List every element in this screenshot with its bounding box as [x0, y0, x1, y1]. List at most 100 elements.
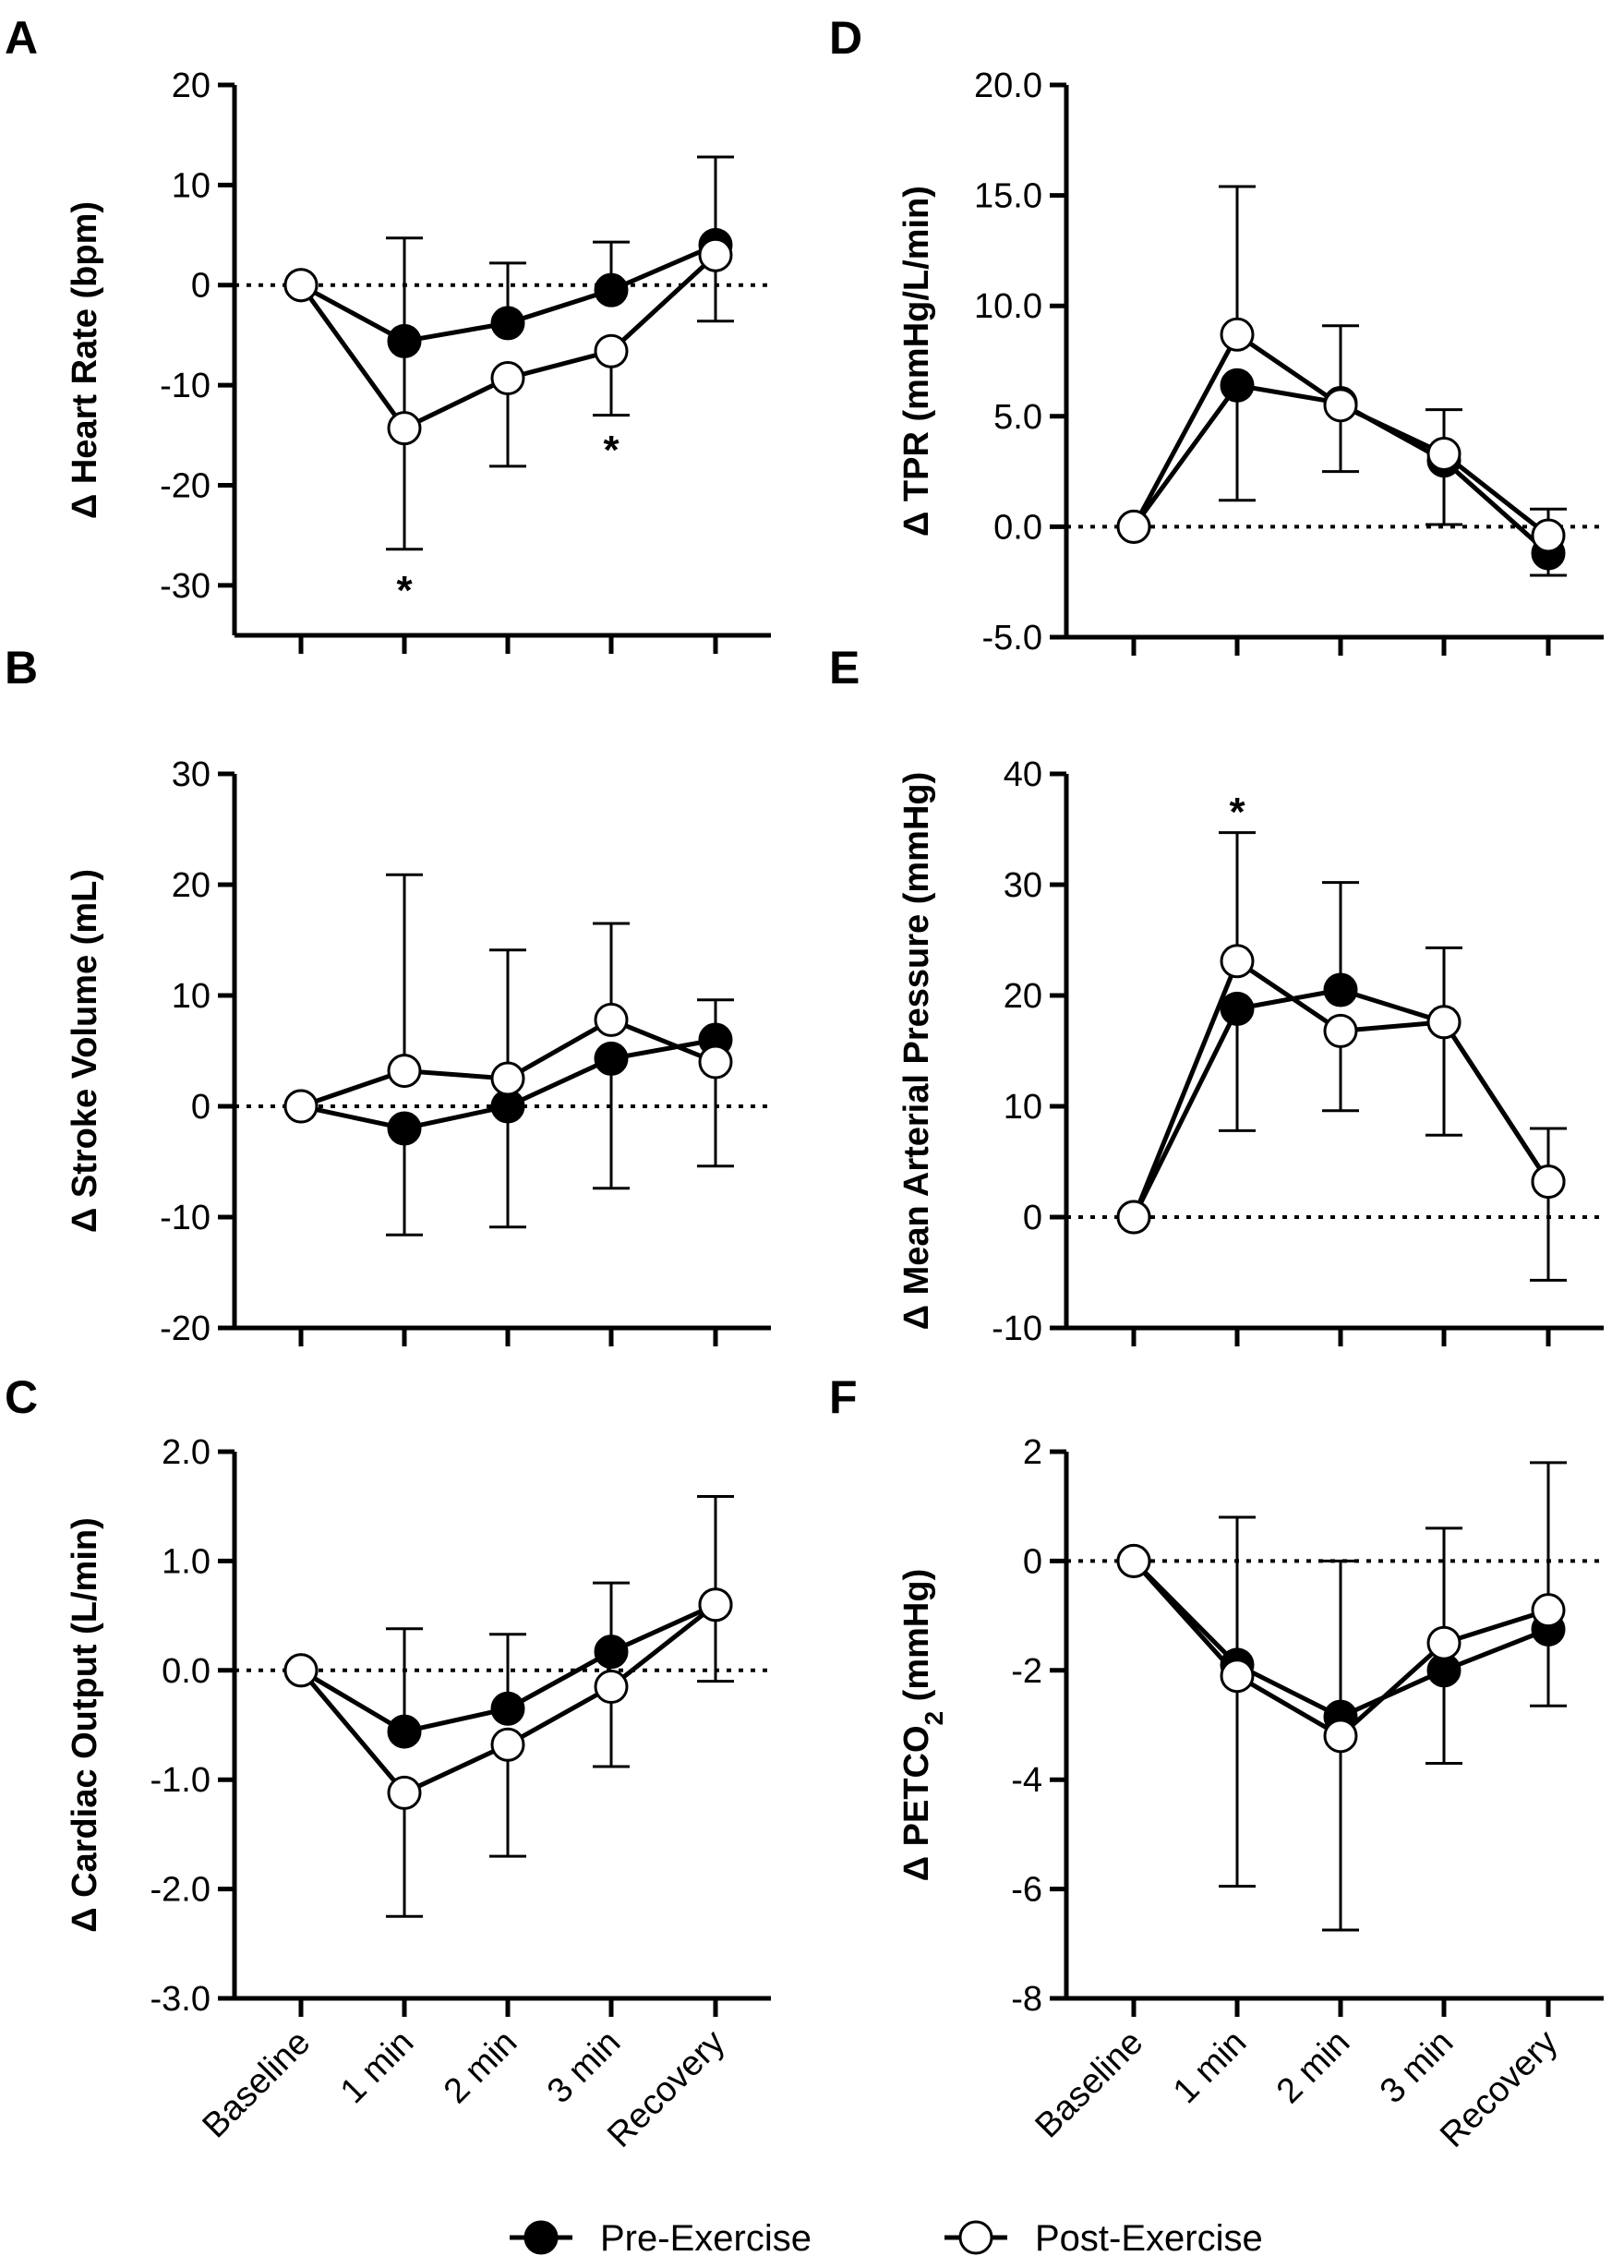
y-tick-label: 0: [191, 1088, 211, 1127]
y-tick-label: -20: [160, 466, 211, 505]
y-tick-label: 0: [1023, 1199, 1042, 1237]
y-axis-label: Δ Stroke Volume (mL): [66, 869, 104, 1233]
post-exercise-point: [387, 1054, 422, 1089]
panel-letter: E: [829, 642, 860, 694]
y-axis-label-prefix: Δ: [66, 1898, 104, 1933]
y-tick-label: -2: [1011, 1652, 1042, 1691]
post-exercise-point: [1220, 317, 1255, 352]
y-axis-label-prefix: Δ: [66, 1198, 104, 1233]
post-exercise-point: [490, 361, 525, 396]
post-exercise-point: [698, 1587, 733, 1623]
post-exercise-point: [283, 1653, 319, 1688]
panel-letter: D: [829, 12, 862, 64]
panel-e: E 40 30 20 10 0 -10 Δ Mean Arterial Pressure (m…: [829, 642, 1604, 1348]
post-exercise-point: [594, 1002, 629, 1037]
y-axis-label: Δ Cardiac Output (L/min): [66, 1517, 104, 1933]
post-exercise-point: [698, 237, 733, 272]
post-exercise-point: [1426, 436, 1462, 471]
y-tick-label: -20: [160, 1309, 211, 1348]
y-tick-label: 0: [1023, 1542, 1042, 1581]
pre-exercise-point: [594, 272, 629, 308]
y-tick-label: -10: [160, 367, 211, 405]
y-tick-label: 5.0: [993, 398, 1042, 437]
post-exercise-point: [1323, 388, 1358, 423]
pre-exercise-point: [1220, 991, 1255, 1026]
legend-pre-marker: [523, 2220, 559, 2255]
pre-exercise-point: [387, 323, 422, 358]
y-axis-label: Δ Heart Rate (bpm): [66, 201, 104, 519]
post-exercise-point: [1220, 944, 1255, 979]
y-tick-label: -2.0: [150, 1871, 211, 1910]
y-axis-label-text: TPR (mmHg/L/min): [897, 186, 936, 501]
y-tick-label: 2.0: [162, 1433, 211, 1472]
y-axis-label: Δ Mean Arterial Pressure (mmHg): [897, 772, 936, 1331]
y-tick-label: 20.0: [974, 66, 1042, 105]
x-category-label: 3 min: [540, 2023, 628, 2111]
panel-letter: A: [5, 12, 38, 64]
y-axis-label: Δ PETCO2 (mmHg): [897, 1569, 948, 1881]
legend: Pre-Exercise Post-Exercise: [510, 2218, 1263, 2259]
y-tick-label: 0: [191, 267, 211, 306]
legend-post-label: Post-Exercise: [1035, 2218, 1263, 2259]
post-exercise-point: [387, 1775, 422, 1810]
y-tick-label: 0.0: [162, 1652, 211, 1691]
y-tick-label: -1.0: [150, 1761, 211, 1800]
y-axis-label-prefix: Δ: [897, 1295, 936, 1330]
y-axis-label-suffix: (mmHg): [897, 1569, 936, 1711]
post-exercise-point: [594, 1670, 629, 1705]
panel-b: B 30 20 10 0 -10 -20 Δ Stroke Volume (mL): [5, 642, 771, 1348]
y-tick-label: 10.0: [974, 287, 1042, 326]
post-exercise-point: [387, 411, 422, 446]
panel-d: D 20.0 15.0 10.0 5.0 0.0 -5.0 Δ TPR (mmHg/L/min…: [829, 12, 1604, 657]
significance-marker: *: [1229, 790, 1245, 835]
post-exercise-point: [490, 1061, 525, 1096]
pre-exercise-point: [490, 306, 525, 341]
panel-letter: F: [829, 1371, 858, 1423]
post-exercise-point: [1426, 1005, 1462, 1040]
y-axis-label-prefix: Δ: [66, 484, 104, 519]
significance-marker: *: [396, 568, 413, 613]
panel-a: A 20 10 0 -10 -20 -30 Δ Heart Rate (bpm) * *: [5, 12, 771, 654]
x-category-label: 2 min: [1269, 2023, 1357, 2111]
post-exercise-point: [1116, 1200, 1151, 1235]
post-exercise-point: [1116, 1543, 1151, 1578]
panel-letter: B: [5, 642, 38, 694]
x-category-label: 1 min: [1166, 2023, 1254, 2111]
post-exercise-point: [1531, 1593, 1566, 1628]
post-exercise-point: [594, 333, 629, 368]
y-tick-label: 0.0: [993, 508, 1042, 547]
post-exercise-point: [1220, 1659, 1255, 1694]
y-tick-label: -10: [992, 1309, 1042, 1348]
post-exercise-point: [1531, 1164, 1566, 1200]
legend-pre-label: Pre-Exercise: [600, 2218, 812, 2259]
x-category-label: 3 min: [1373, 2023, 1461, 2111]
y-tick-label: -10: [160, 1199, 211, 1237]
y-tick-label: -8: [1011, 1980, 1042, 2019]
pre-exercise-point: [387, 1111, 422, 1146]
panel-letter: C: [5, 1371, 38, 1423]
y-tick-label: -30: [160, 567, 211, 606]
y-tick-label: 1.0: [162, 1542, 211, 1581]
post-exercise-point: [283, 1089, 319, 1124]
y-tick-label: 30: [1004, 866, 1042, 905]
x-category-label: 2 min: [437, 2023, 524, 2111]
post-exercise-point: [1426, 1625, 1462, 1660]
significance-marker: *: [603, 428, 620, 473]
post-exercise-point: [1323, 1719, 1358, 1754]
x-category-label: Baseline: [196, 2023, 319, 2146]
y-tick-label: -6: [1011, 1871, 1042, 1910]
y-tick-label: 30: [172, 755, 211, 794]
post-exercise-point: [490, 1727, 525, 1762]
y-axis-label-subscript: 2: [920, 1711, 948, 1726]
post-exercise-point: [1323, 1013, 1358, 1048]
legend-post-marker: [958, 2220, 993, 2255]
y-axis-label: Δ TPR (mmHg/L/min): [897, 186, 936, 537]
y-axis-label-prefix: Δ: [897, 501, 936, 537]
pre-exercise-point: [1323, 972, 1358, 1007]
y-tick-label: 20: [1004, 977, 1042, 1016]
y-tick-label: 10: [172, 977, 211, 1016]
pre-exercise-point: [1220, 368, 1255, 403]
y-tick-label: 20: [172, 866, 211, 905]
panel-c: C 2.0 1.0 0.0 -1.0 -2.0 -3.0 Δ Cardiac Output (…: [5, 1371, 771, 2155]
